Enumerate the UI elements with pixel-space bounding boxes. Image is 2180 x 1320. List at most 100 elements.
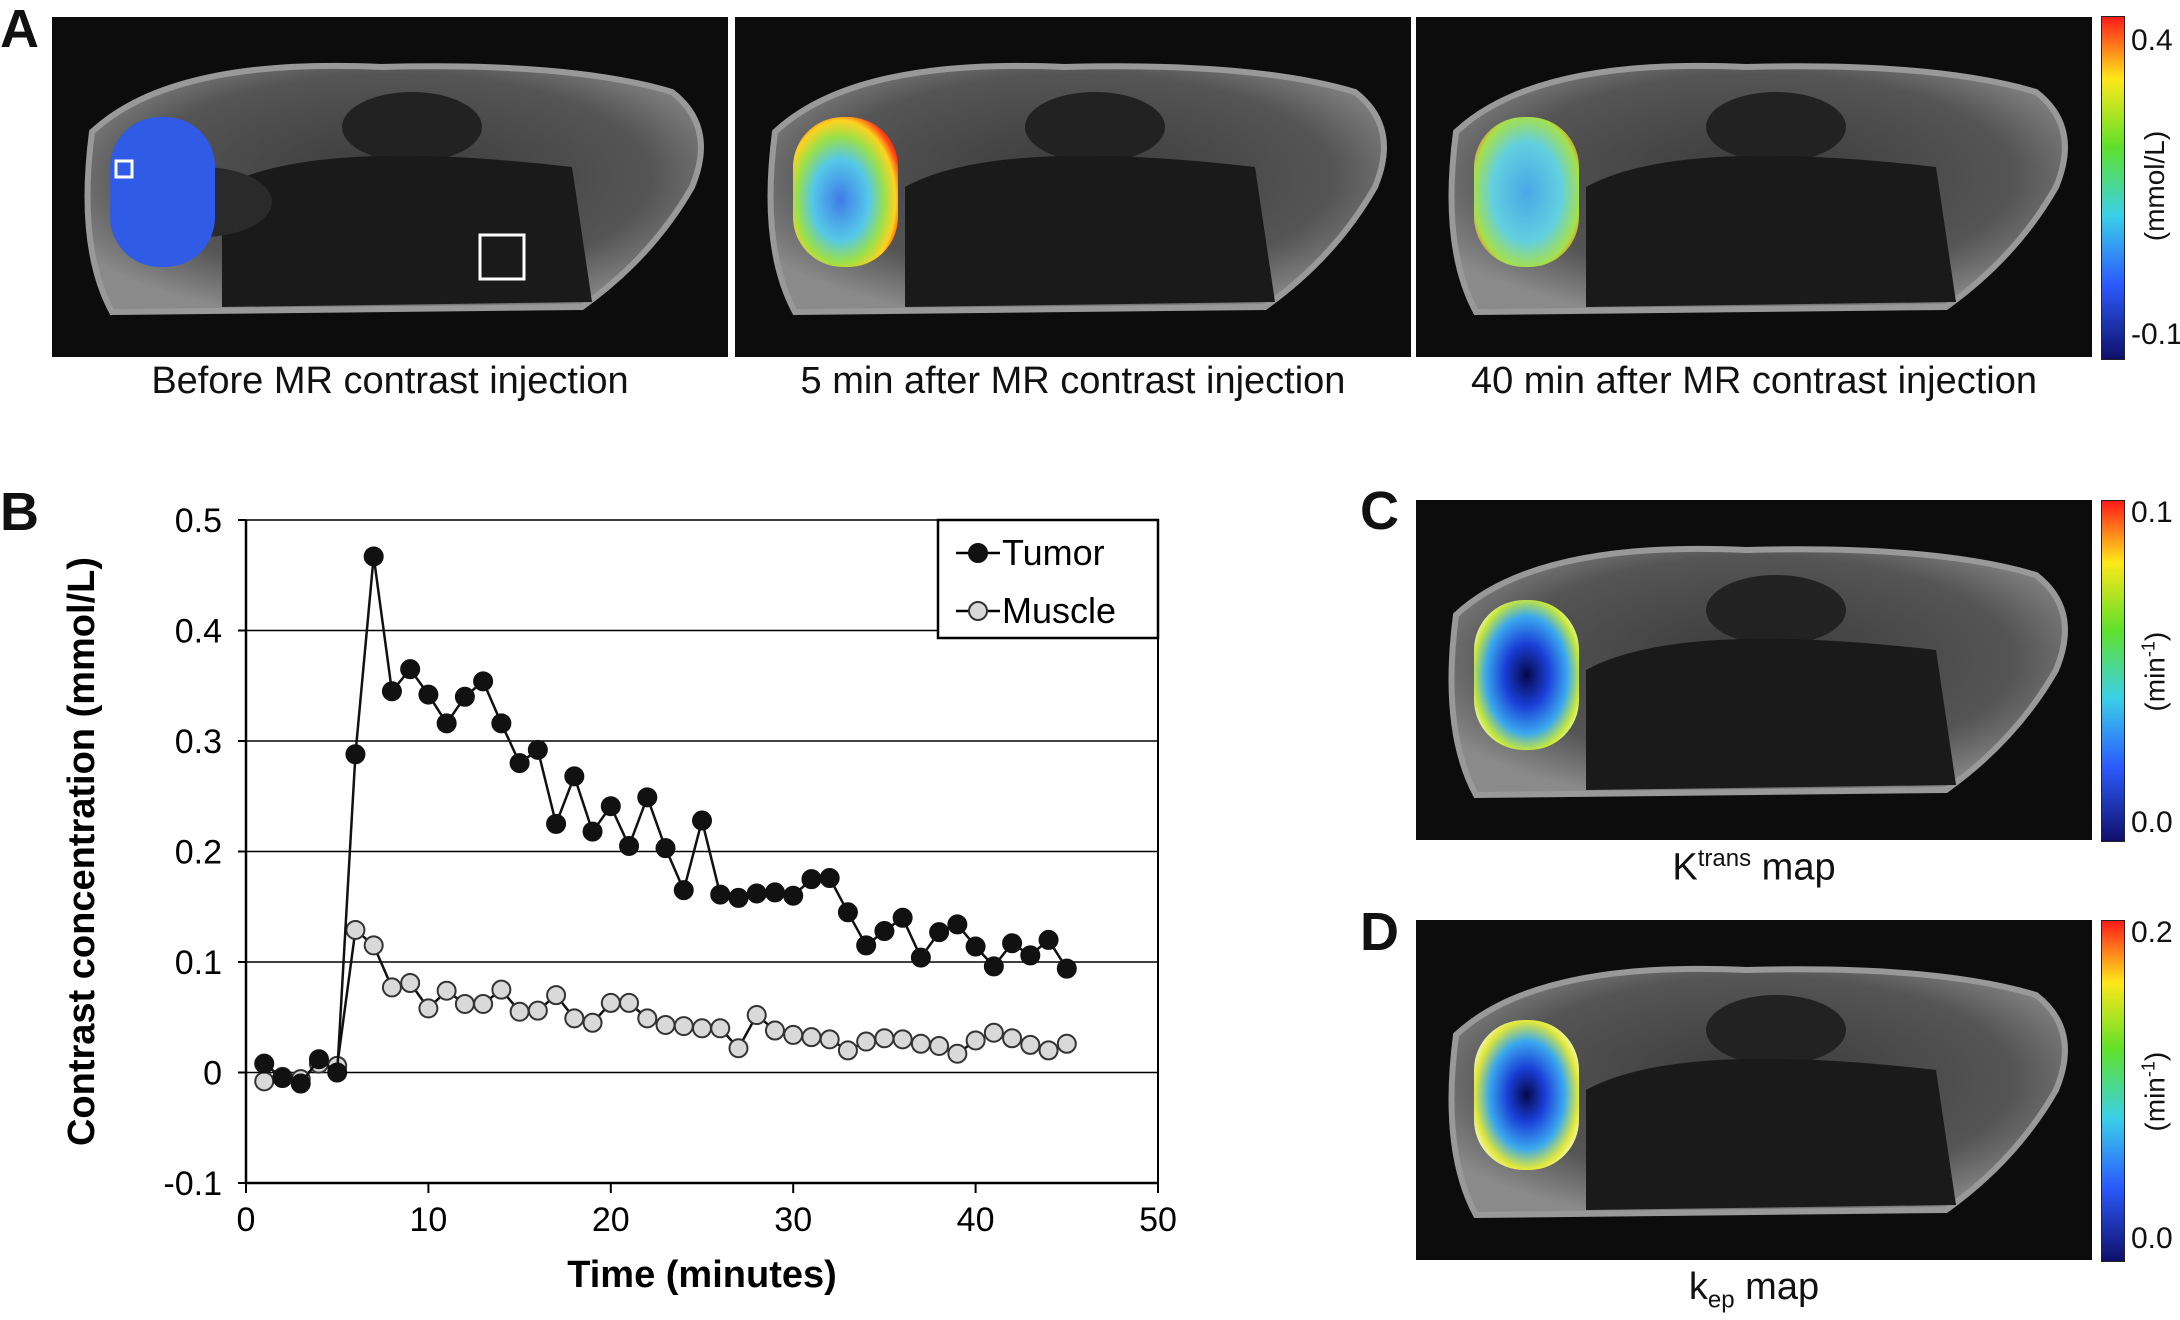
mri-image-5min-graphic xyxy=(767,62,1387,316)
muscle-roi-box xyxy=(478,233,526,281)
data-point-tumor xyxy=(728,887,749,908)
mri-image-40min xyxy=(1416,17,2092,357)
y-tick-label: 0 xyxy=(203,1055,222,1093)
data-point-tumor xyxy=(819,868,840,889)
caption-a-3: 40 min after MR contrast injection xyxy=(1470,360,2037,402)
data-point-tumor xyxy=(874,921,895,942)
data-point-tumor xyxy=(783,885,804,906)
data-point-muscle xyxy=(509,1001,530,1022)
mri-image-ktrans-graphic xyxy=(1448,545,2068,799)
legend-label-muscle: Muscle xyxy=(1002,590,1116,631)
tumor-overlay xyxy=(1474,1020,1579,1170)
mri-image-kep-graphic xyxy=(1448,965,2068,1219)
data-point-muscle xyxy=(582,1012,603,1033)
data-point-tumor xyxy=(910,947,931,968)
colorbar-d xyxy=(2101,920,2125,1262)
tumor-overlay xyxy=(1474,117,1579,267)
data-point-muscle xyxy=(783,1024,804,1045)
mri-image-before-graphic xyxy=(84,62,704,316)
data-point-muscle xyxy=(345,919,366,940)
colorbar-a-max: 0.4 xyxy=(2131,24,2173,57)
data-point-tumor xyxy=(947,914,968,935)
panel-letter-b: B xyxy=(0,482,39,542)
data-point-muscle xyxy=(491,979,512,1000)
data-point-muscle xyxy=(454,993,475,1014)
data-point-muscle xyxy=(600,992,621,1013)
data-point-muscle xyxy=(764,1020,785,1041)
legend-marker xyxy=(968,543,988,563)
data-point-muscle xyxy=(819,1029,840,1050)
data-point-muscle xyxy=(527,1000,548,1021)
data-point-tumor xyxy=(363,546,384,567)
mri-image-ktrans xyxy=(1416,500,2092,840)
data-point-muscle xyxy=(728,1038,749,1059)
data-point-muscle xyxy=(564,1008,585,1029)
data-point-muscle xyxy=(801,1027,822,1048)
data-point-muscle xyxy=(254,1071,275,1092)
data-point-muscle xyxy=(637,1008,658,1029)
caption-kep: kep map xyxy=(1688,1266,1820,1314)
y-tick-label: 0.5 xyxy=(175,502,222,540)
tumor-roi-box xyxy=(114,159,134,179)
data-point-tumor xyxy=(965,936,986,957)
data-point-tumor xyxy=(929,922,950,943)
data-point-tumor xyxy=(983,956,1004,977)
data-point-muscle xyxy=(436,980,457,1001)
data-point-tumor xyxy=(491,713,512,734)
y-axis-label: Contrast concentration (mmol/L) xyxy=(61,557,103,1146)
data-point-tumor xyxy=(892,907,913,928)
colorbar-d-unit: (min-1) xyxy=(2138,1051,2171,1132)
data-point-tumor xyxy=(546,813,567,834)
colorbar-c-max: 0.1 xyxy=(2131,496,2173,529)
data-point-muscle xyxy=(692,1018,712,1039)
data-point-muscle xyxy=(1002,1028,1023,1049)
panel-letter-c: C xyxy=(1360,481,1399,541)
panel-letter-d: D xyxy=(1360,902,1399,962)
data-point-muscle xyxy=(910,1033,931,1054)
data-point-tumor xyxy=(1056,958,1077,979)
data-point-tumor xyxy=(692,810,712,831)
data-point-tumor xyxy=(509,753,530,774)
legend-marker xyxy=(968,601,988,621)
x-tick-label: 10 xyxy=(409,1201,447,1239)
data-point-muscle xyxy=(947,1043,968,1064)
mri-image-kep xyxy=(1416,920,2092,1260)
y-tick-label: 0.1 xyxy=(175,944,222,982)
data-point-muscle xyxy=(473,993,494,1014)
data-point-muscle xyxy=(746,1005,767,1026)
data-point-muscle xyxy=(673,1016,694,1037)
data-point-muscle xyxy=(965,1030,986,1051)
x-tick-label: 20 xyxy=(592,1201,630,1239)
x-axis-label: Time (minutes) xyxy=(567,1254,837,1296)
data-point-muscle xyxy=(929,1035,950,1056)
data-point-tumor xyxy=(856,935,877,956)
tumor-overlay xyxy=(1474,600,1579,750)
y-tick-label: 0.3 xyxy=(175,723,222,761)
caption-a-2: 5 min after MR contrast injection xyxy=(800,360,1346,402)
caption-ktrans: Ktrans map xyxy=(1672,845,1836,889)
data-point-tumor xyxy=(764,882,785,903)
data-point-tumor xyxy=(527,739,548,760)
data-point-tumor xyxy=(600,796,621,817)
data-point-tumor xyxy=(345,744,366,765)
data-point-muscle xyxy=(856,1031,877,1052)
data-point-tumor xyxy=(272,1068,293,1089)
data-point-tumor xyxy=(1002,933,1023,954)
y-tick-label: 0.2 xyxy=(175,834,222,872)
tumor-overlay xyxy=(793,117,898,267)
colorbar-d-max: 0.2 xyxy=(2131,916,2173,949)
colorbar-c-unit: (min-1) xyxy=(2138,631,2171,712)
mri-image-5min xyxy=(735,17,1411,357)
concentration-chart: -0.1 0 0.1 0.2 0.3 0.4 0.5 0 10 20 30 40 50 Time (min… xyxy=(61,502,1177,1296)
data-point-tumor xyxy=(308,1049,329,1070)
x-tick-label: 40 xyxy=(957,1201,995,1239)
x-tick-label: 30 xyxy=(774,1201,812,1239)
colorbar-a xyxy=(2101,16,2125,360)
data-point-tumor xyxy=(381,681,402,702)
data-point-muscle xyxy=(655,1014,676,1035)
data-point-tumor xyxy=(327,1062,348,1083)
data-point-tumor xyxy=(582,821,603,842)
colorbar-a-unit: (mmol/L) xyxy=(2139,130,2170,242)
data-point-muscle xyxy=(1038,1040,1059,1061)
data-point-tumor xyxy=(290,1073,311,1094)
